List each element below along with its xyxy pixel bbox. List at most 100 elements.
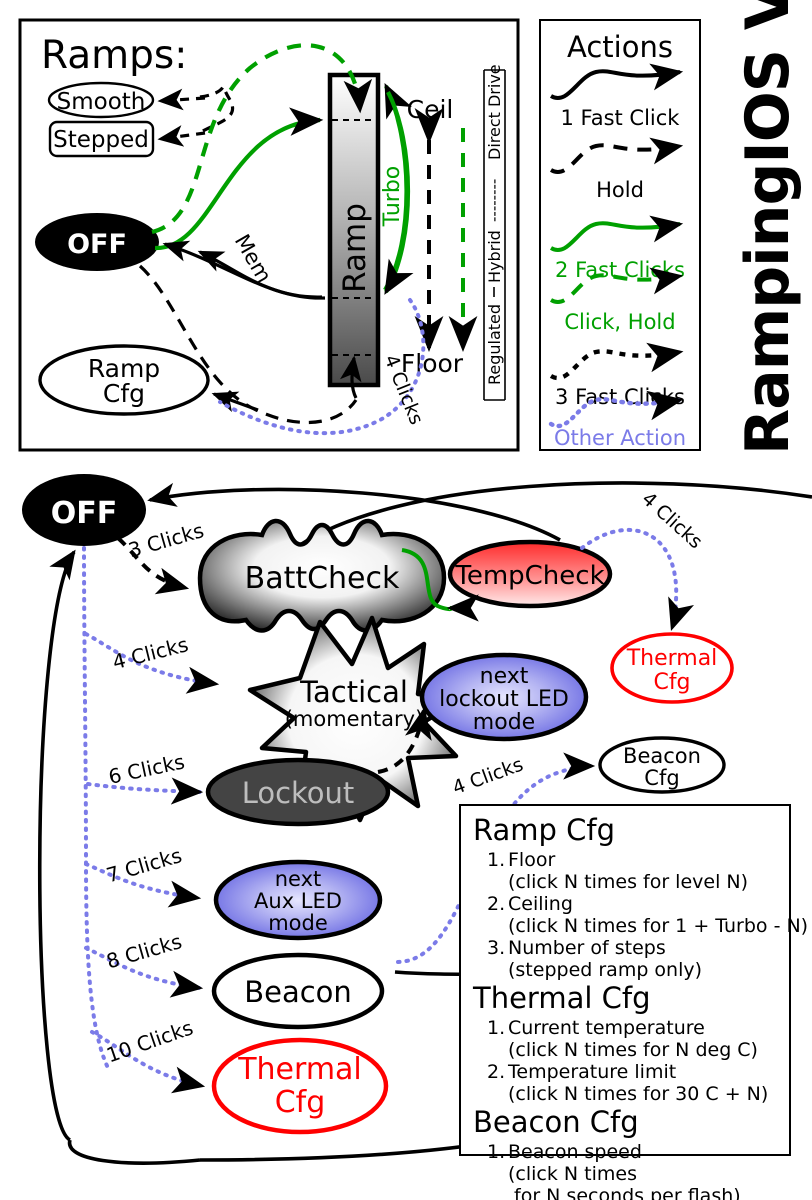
- action-label-3-fast-clicks: 3 Fast Clicks: [555, 385, 685, 409]
- ramp-cfg-label-1: Ramp: [88, 354, 160, 383]
- node-thermalcfg-top[interactable]: Thermal Cfg: [610, 632, 734, 704]
- node-tactical[interactable]: Tactical (momentary): [247, 615, 465, 823]
- beacon-label: Beacon: [244, 975, 352, 1009]
- node-tempcheck[interactable]: TempCheck: [447, 539, 613, 609]
- cfg-ramp-item1-detail: (click N times for level N): [508, 871, 748, 893]
- drive-axis: Regulated Hybrid -------- Direct Drive: [483, 64, 506, 401]
- drive-axis-dashes: --------: [485, 179, 503, 222]
- lockout-led-label-3: mode: [473, 710, 535, 735]
- cfg-heading-beacon: Beacon Cfg: [473, 1105, 639, 1139]
- action-label-hold: Hold: [596, 178, 644, 202]
- edge-ramp-type-branch: [199, 85, 234, 134]
- cfg-ramp-item1-title: Floor: [508, 849, 555, 871]
- battcheck-shape: [197, 518, 447, 633]
- aux-led-label-1: next: [275, 867, 322, 891]
- edge-arrow-to-rampcfg: [211, 391, 259, 413]
- action-label-other-action: Other Action: [554, 426, 686, 450]
- state-off-node[interactable]: [22, 474, 146, 546]
- lockout-shape: [205, 757, 391, 827]
- action-arrow-1-fast-click: [549, 63, 684, 100]
- node-thermalcfg-bottom[interactable]: Thermal Cfg: [211, 1037, 389, 1135]
- beacon-shape: [211, 952, 385, 1030]
- drive-axis-hybrid: Hybrid: [485, 230, 504, 283]
- cfg-thermal-item2-title: Temperature limit: [507, 1061, 676, 1083]
- edge-off-to-ramp-mem: [197, 250, 323, 299]
- ramp-type-smooth-label: Smooth: [57, 89, 146, 115]
- edge-off-spine-periwinkle: [82, 546, 110, 1070]
- ramps-off-node[interactable]: [35, 213, 159, 271]
- tempcheck-shape: [447, 539, 613, 609]
- ramp-cfg-node[interactable]: [38, 344, 210, 416]
- action-arrow-2-fast-clicks: [549, 215, 684, 252]
- ramp-type-stepped[interactable]: [48, 120, 155, 158]
- node-beacon[interactable]: Beacon: [211, 952, 385, 1030]
- aux-led-shape: [213, 859, 383, 941]
- node-lockout[interactable]: Lockout: [205, 757, 391, 827]
- ramp-type-stepped-label: Stepped: [53, 127, 149, 153]
- cfg-thermal-item1-detail: (click N times for N deg C): [508, 1039, 758, 1061]
- page-title: RampingIOS V3: [733, 0, 803, 455]
- edge-10clicks-to-thermalcfg: [90, 1030, 206, 1094]
- actions-heading: Actions: [567, 30, 673, 64]
- edge-long-return-left: [37, 549, 76, 1142]
- thermalcfg-top-label-1: Thermal: [626, 646, 718, 671]
- edge-4clicks-to-tactical: [84, 632, 220, 694]
- edge-4clicks-dotted-rampcfg: [218, 298, 426, 436]
- cfg-ramp-item2-detail: (click N times for 1 + Turbo - N): [508, 915, 808, 937]
- thermalcfg-bottom-label-2: Cfg: [275, 1085, 326, 1120]
- ramp-bar: [327, 72, 381, 388]
- cfg-ramp-item3-num: 3.: [487, 937, 505, 959]
- edge-8clicks-to-beacon: [84, 946, 204, 998]
- edge-7clicks-to-auxled: [84, 862, 202, 908]
- state-off-label: OFF: [51, 496, 118, 531]
- action-arrow-hold: [549, 137, 684, 174]
- edge-label-10clicks: 10 Clicks: [103, 1015, 196, 1067]
- edge-label-4clicks: 4 Clicks: [110, 632, 191, 674]
- beacon-cfg-shape: [598, 736, 726, 794]
- floor-label: Floor: [401, 349, 464, 378]
- drive-axis-regulated: Regulated: [485, 304, 504, 385]
- cfg-ramp-item1-num: 1.: [487, 849, 505, 871]
- action-arrow-other-action: [548, 390, 684, 429]
- battcheck-label: BattCheck: [245, 561, 400, 596]
- node-aux-led-mode[interactable]: next Aux LED mode: [213, 859, 383, 941]
- ramps-off-label: OFF: [67, 229, 127, 260]
- edge-3clicks-to-battcheck: [116, 536, 190, 595]
- cfg-ramp-item2-title: Ceiling: [508, 893, 573, 915]
- node-beacon-cfg[interactable]: Beacon Cfg: [598, 736, 726, 794]
- beacon-cfg-label-2: Cfg: [644, 766, 679, 790]
- ramp-cfg-label-2: Cfg: [103, 379, 145, 408]
- thermalcfg-bottom-shape: [211, 1037, 389, 1135]
- cfg-thermal-item2-detail: (click N times for 30 C + N): [508, 1083, 768, 1105]
- lockout-led-shape: [419, 652, 589, 742]
- tactical-label-1: Tactical: [299, 675, 408, 709]
- cfg-beacon-item1-title: Beacon speed: [508, 1141, 642, 1163]
- turbo-label: Turbo: [380, 166, 405, 228]
- edge-floor-up: [339, 355, 362, 399]
- node-lockout-led-mode[interactable]: next lockout LED mode: [419, 652, 589, 742]
- action-arrow-click-hold: [549, 267, 684, 304]
- lockout-led-label-2: lockout LED: [439, 687, 569, 712]
- cfg-ramp-item3-title: Number of steps: [508, 937, 666, 959]
- lockout-label: Lockout: [242, 776, 355, 810]
- ramp-type-smooth[interactable]: [47, 81, 155, 119]
- ceil-label: Ceil: [407, 95, 454, 124]
- action-label-click-hold: Click, Hold: [564, 310, 675, 334]
- aux-led-label-2: Aux LED: [254, 889, 342, 913]
- cfg-ramp-item3-detail: (stepped ramp only): [508, 959, 702, 981]
- action-arrow-3-fast-clicks: [549, 342, 684, 381]
- action-label-1-fast-click: 1 Fast Click: [561, 106, 681, 130]
- edge-lockout-to-ledmode: [377, 706, 432, 774]
- ramp-bar-label: Ramp: [337, 203, 373, 293]
- edge-tempcheck-to-thermalcfg: [580, 528, 695, 632]
- edge-label-4clicks-beaconcfg: 4 Clicks: [450, 753, 526, 799]
- edge-6clicks-to-lockout: [86, 777, 204, 805]
- edge-battcheck-to-tempcheck-green: [401, 548, 479, 622]
- tactical-label-2: (momentary): [285, 707, 424, 731]
- edge-label-8clicks: 8 Clicks: [104, 929, 185, 973]
- actions-panel: Actions 1 Fast Click Hold 2 Fast Clicks …: [539, 19, 701, 451]
- node-battcheck[interactable]: BattCheck: [197, 518, 447, 633]
- thermalcfg-bottom-label-1: Thermal: [237, 1052, 362, 1087]
- tactical-shape: [247, 615, 465, 823]
